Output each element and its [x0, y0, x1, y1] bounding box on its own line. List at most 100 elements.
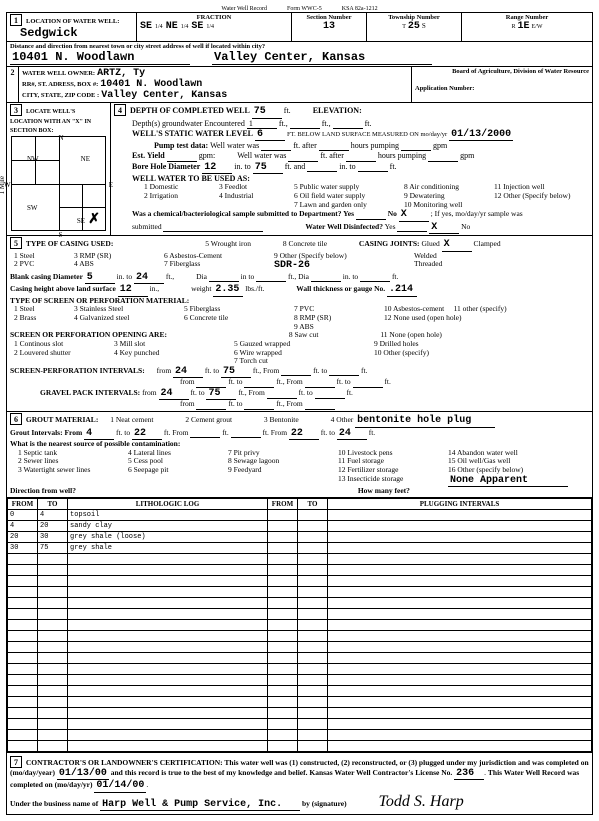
s6-how-label: How many feet? [358, 486, 410, 495]
log-cell-empty [8, 663, 38, 674]
log-cell-empty [38, 641, 68, 652]
s4-static-unit: FT. BELOW LAND SURFACE MEASURED ON mo/da… [287, 131, 447, 138]
log-cell-empty [38, 685, 68, 696]
log-cell-empty [8, 564, 38, 575]
log-cell: 75 [38, 542, 68, 553]
s2-owner: ARTZ, Ty [97, 68, 145, 79]
lithologic-table: FROMTOLITHOLOGIC LOGFROMTOPLUGGING INTER… [7, 498, 592, 752]
section-5-num: 5 [10, 237, 22, 249]
s4-bore2: 75 [253, 162, 283, 175]
log-cell-empty [298, 740, 328, 751]
s2-addr: 10401 N. Woodlawn [100, 79, 202, 90]
section-2-num: 2 [11, 68, 15, 77]
s5-other-val: SDR-26 [274, 260, 414, 272]
log-cell-empty [298, 729, 328, 740]
diag-se: SE [77, 217, 85, 225]
s4-static-date: 01/13/2000 [449, 129, 513, 142]
log-cell-empty [298, 608, 328, 619]
log-cell-empty [8, 597, 38, 608]
s4-gpm: gpm [433, 141, 447, 150]
s5-from3: from [142, 388, 157, 397]
log-cell-empty [328, 553, 592, 564]
s5-clamped: Clamped [474, 239, 501, 248]
log-cell-empty [68, 740, 268, 751]
s4-chem-x: X [399, 209, 429, 222]
log-cell-empty [68, 707, 268, 718]
log-cell-empty [8, 696, 38, 707]
log-cell-empty [328, 597, 592, 608]
s1-section-label: Section Number [295, 14, 363, 21]
s6-i3: 4 Other [331, 415, 354, 424]
log-cell [328, 520, 592, 531]
log-cell-empty [38, 575, 68, 586]
s5o-10: 11 None (open hole) [380, 330, 442, 339]
log-cell-empty [298, 652, 328, 663]
s1-city: Valley Center, Kansas [212, 50, 432, 65]
s5-glued: Glued [421, 239, 439, 248]
s5-i3: 4 ABS [74, 260, 164, 272]
s4-submitted: submitted [132, 222, 162, 231]
log-cell-empty [268, 575, 298, 586]
log-cell-empty [68, 641, 268, 652]
s5-blank-label: Blank casing Diameter [10, 272, 83, 281]
log-cell: 20 [38, 520, 68, 531]
log-cell-empty [328, 729, 592, 740]
log-cell-empty [328, 575, 592, 586]
diag-ne: NE [81, 155, 90, 163]
s5s-5: 6 Concrete tile [184, 314, 294, 323]
s1-county: Sedgwick [20, 26, 78, 40]
log-cell-empty [8, 553, 38, 564]
s4-est: Est. Yield [132, 151, 165, 160]
log-cell-empty [8, 674, 38, 685]
s5-i4: 5 Wrought iron [205, 239, 251, 248]
log-cell-empty [298, 674, 328, 685]
s5-dia: Dia [196, 272, 207, 281]
s5-i7: 8 Concrete tile [283, 239, 327, 248]
s6-i2: 3 Bentonite [264, 415, 299, 424]
log-cell-empty [68, 597, 268, 608]
log-cell [298, 509, 328, 520]
s4-no: No [461, 222, 470, 231]
log-cell: 0 [8, 509, 38, 520]
log-cell-empty [328, 685, 592, 696]
s5-blank-to: 24 [134, 272, 164, 285]
s5-sp-label: SCREEN-PERFORATION INTERVALS: [10, 366, 145, 375]
log-cell-empty [268, 718, 298, 729]
log-cell [268, 542, 298, 553]
s7-biz: Harp Well & Pump Service, Inc. [100, 799, 300, 812]
log-cell-empty [328, 740, 592, 751]
log-cell-empty [8, 729, 38, 740]
s4-chem-if: ; If yes, mo/day/yr sample was [431, 209, 523, 218]
header-title: Water Well Record [221, 6, 267, 12]
s6-gi-to2: 24 [337, 428, 367, 441]
log-cell-empty [68, 652, 268, 663]
section-3-num: 3 [10, 104, 22, 116]
log-cell [268, 509, 298, 520]
log-cell-empty [298, 586, 328, 597]
s4-wwwas: Well water was [210, 141, 259, 150]
log-cell-empty [328, 707, 592, 718]
use-11: 12 Other (Specify below) [494, 192, 589, 201]
log-cell-empty [38, 707, 68, 718]
log-cell-empty [68, 630, 268, 641]
s6-gi-label: Grout Intervals: From [10, 428, 82, 437]
log-cell-empty [68, 553, 268, 564]
s7-by: by (signature) [302, 799, 347, 808]
s5-ch-val: 12 [118, 284, 148, 297]
frac-2: NE [166, 21, 178, 32]
log-cell-empty [68, 729, 268, 740]
s4-and: and [294, 162, 306, 171]
log-cell [328, 542, 592, 553]
s5-wall-label: Wall thickness or gauge No. [296, 284, 385, 293]
s1-range-dir: E/W [532, 24, 543, 30]
s5-dia2: Dia [298, 272, 309, 281]
frac-3: 1/4 [181, 24, 189, 30]
s1-township-dir: S [422, 22, 426, 30]
log-cell-empty [8, 652, 38, 663]
s2-board: Board of Agriculture, Division of Water … [415, 68, 589, 75]
log-cell-empty [268, 674, 298, 685]
s5-glued-x: X [442, 239, 472, 252]
log-cell-empty [298, 564, 328, 575]
frac-1: 1/4 [155, 24, 163, 30]
s5o-6: 7 Torch cut [234, 357, 374, 366]
